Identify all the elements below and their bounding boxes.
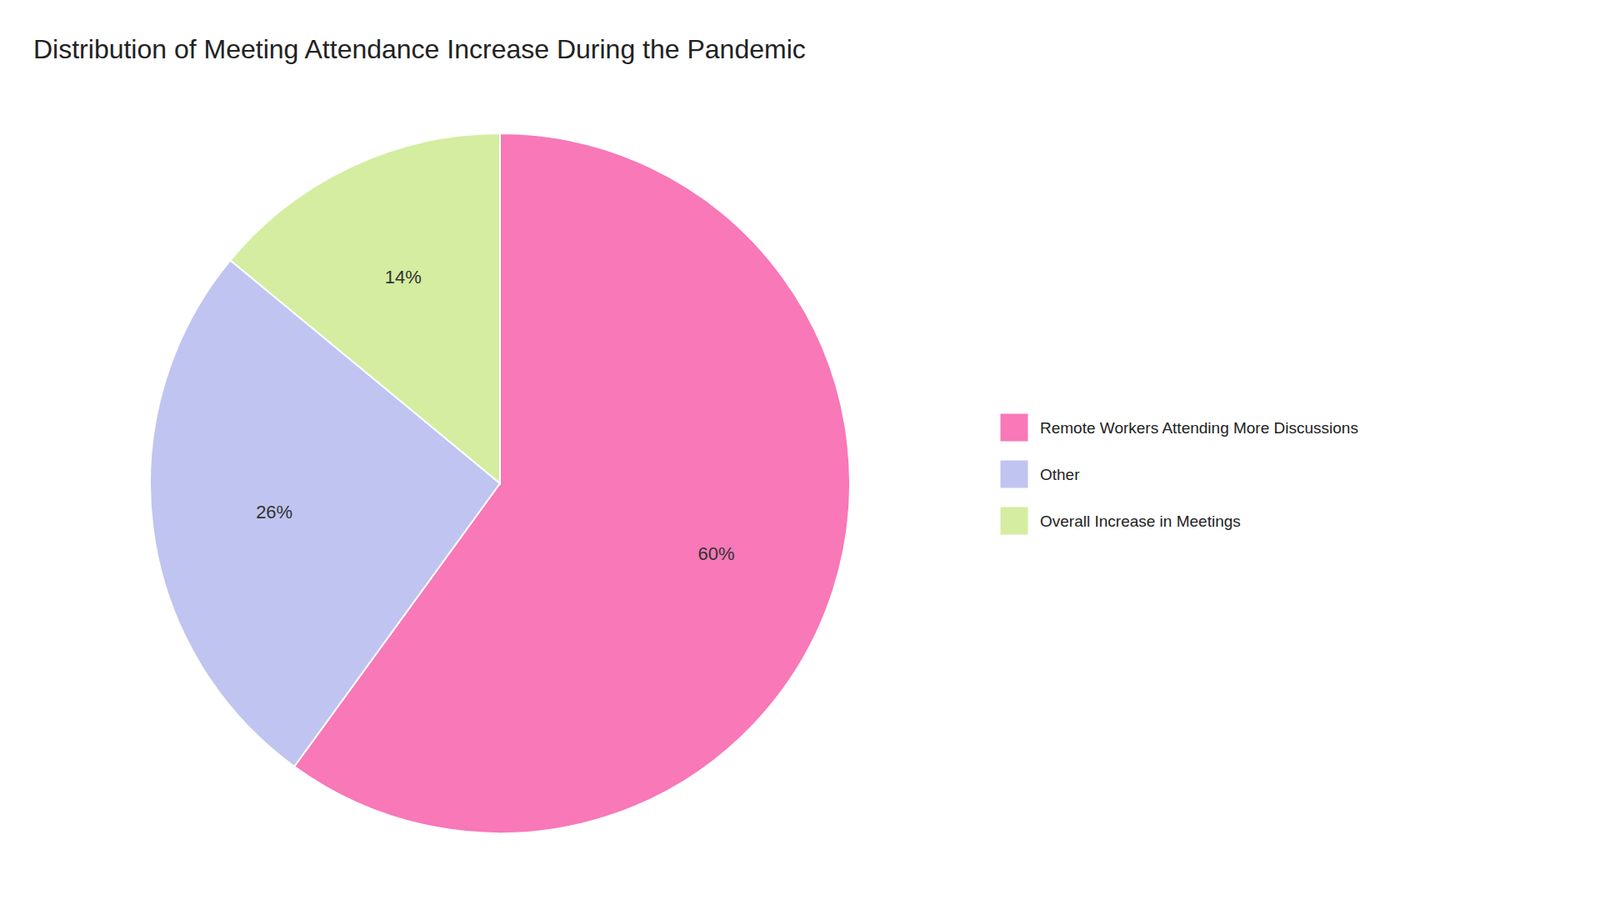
legend-label: Other bbox=[1040, 465, 1080, 484]
chart-title: Distribution of Meeting Attendance Incre… bbox=[33, 34, 806, 65]
data-label: 60% bbox=[698, 543, 735, 565]
legend-label: Remote Workers Attending More Discussion… bbox=[1040, 419, 1359, 437]
legend: Remote Workers Attending More Discussion… bbox=[1000, 413, 1359, 535]
legend-swatch bbox=[1000, 460, 1029, 489]
pie-slice bbox=[230, 133, 500, 484]
legend-item: Remote Workers Attending More Discussion… bbox=[1000, 413, 1359, 442]
chart-container: Distribution of Meeting Attendance Incre… bbox=[0, 0, 1600, 900]
legend-swatch bbox=[1000, 413, 1029, 442]
data-labels: 60% 26% 14% bbox=[255, 266, 735, 564]
legend-swatch bbox=[1000, 506, 1029, 535]
chart-svg: Distribution of Meeting Attendance Incre… bbox=[0, 0, 1600, 900]
legend-label: Overall Increase in Meetings bbox=[1040, 512, 1241, 530]
legend-item: Other bbox=[1000, 460, 1080, 489]
data-label: 14% bbox=[385, 266, 422, 288]
data-label: 26% bbox=[255, 501, 293, 523]
pie-group bbox=[150, 133, 850, 834]
legend-item: Overall Increase in Meetings bbox=[1000, 506, 1241, 535]
